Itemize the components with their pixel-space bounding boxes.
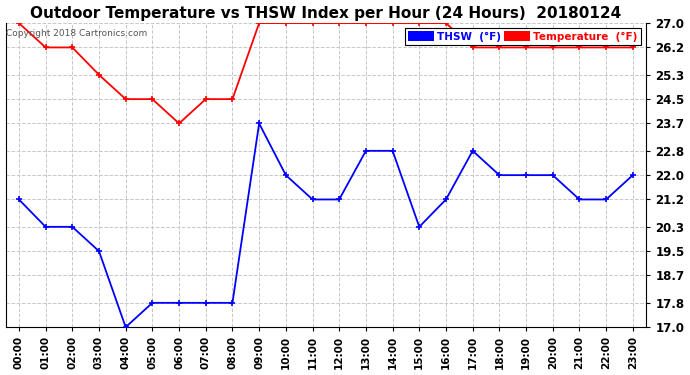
Title: Outdoor Temperature vs THSW Index per Hour (24 Hours)  20180124: Outdoor Temperature vs THSW Index per Ho… bbox=[30, 6, 622, 21]
Legend: THSW  (°F), Temperature  (°F): THSW (°F), Temperature (°F) bbox=[405, 28, 641, 45]
Text: Copyright 2018 Cartronics.com: Copyright 2018 Cartronics.com bbox=[6, 29, 148, 38]
